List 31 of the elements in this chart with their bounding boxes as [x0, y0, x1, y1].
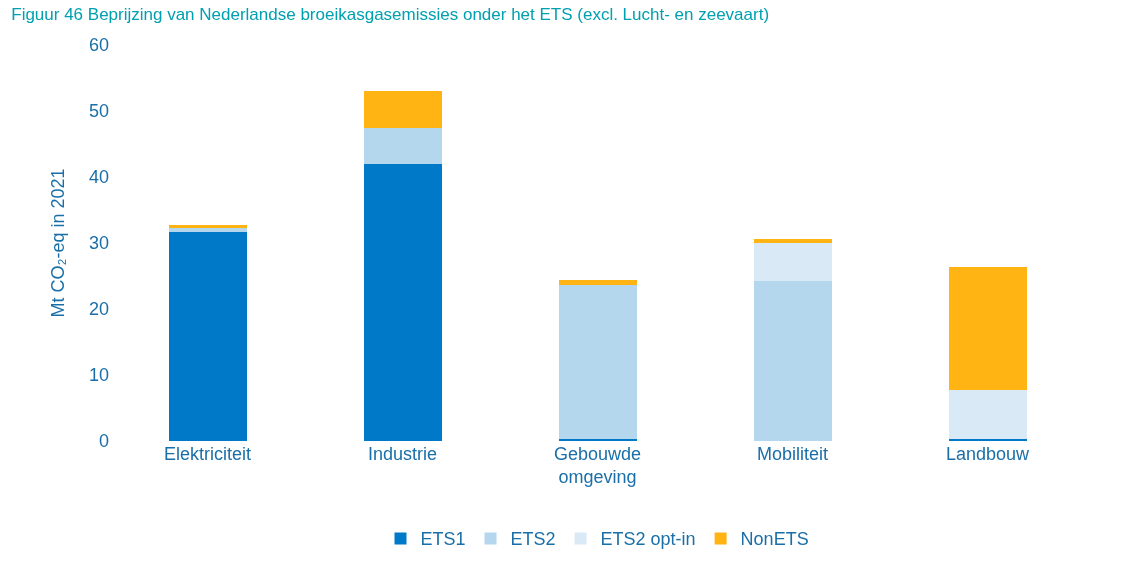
legend-label: ETS2 opt-in [600, 529, 696, 550]
x-tick-label: Industrie [367, 444, 438, 464]
y-tick-label: 50 [88, 101, 109, 122]
bar [948, 389, 1027, 440]
chart-title: Figuur 46 Beprijzing van Nederlandse broeikasgasemissies onder het ETS (excl. Lucht- en zeevaart) [11, 5, 770, 25]
y-tick-label: 10 [88, 365, 109, 386]
bar [363, 128, 442, 164]
bar [363, 91, 442, 129]
bar [168, 228, 247, 233]
legend-label: ETS1 [420, 529, 466, 550]
legend-label: ETS2 [510, 529, 556, 550]
y-tick-label: 60 [88, 35, 109, 56]
bar [168, 225, 247, 229]
bar [948, 267, 1027, 390]
y-tick-label: 40 [88, 167, 109, 188]
bar [558, 279, 637, 285]
y-axis-title: Mt CO₂-eq in 2021 [48, 168, 68, 318]
bar [558, 284, 637, 440]
x-tick-label: Gebouwde omgeving [553, 444, 642, 488]
bar [753, 243, 832, 282]
y-tick-label: 20 [88, 299, 109, 320]
bar [753, 281, 832, 441]
bar [363, 163, 442, 441]
x-tick-label: Landbouw [945, 444, 1031, 464]
bar [168, 232, 247, 441]
y-tick-label: 30 [88, 233, 109, 254]
y-tick-label: 0 [98, 431, 109, 452]
x-tick-label: Elektriciteit [163, 444, 252, 464]
legend-label: NonETS [740, 529, 809, 550]
x-tick-label: Mobiliteit [756, 444, 829, 464]
bar [753, 239, 832, 243]
